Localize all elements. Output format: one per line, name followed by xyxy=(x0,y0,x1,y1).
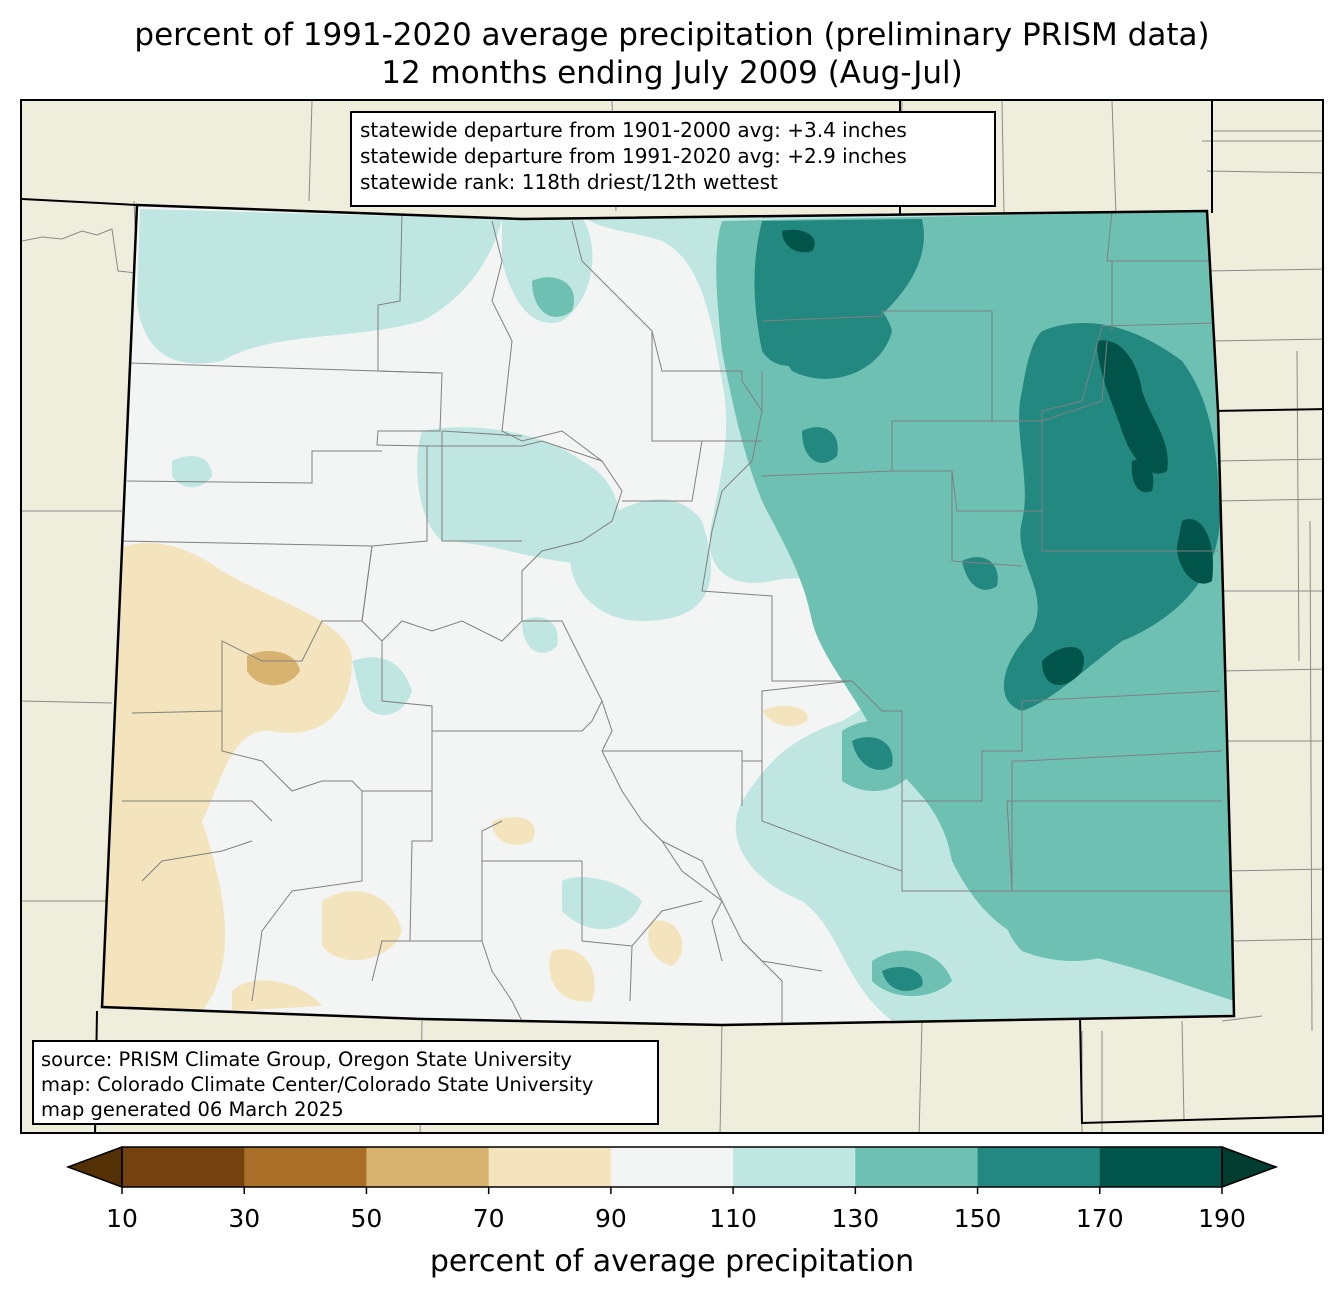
colorbar-segment xyxy=(733,1147,856,1187)
stats-rank: statewide rank: 118th driest/12th wettes… xyxy=(360,170,778,194)
colorbar-tick-label: 190 xyxy=(1198,1204,1246,1233)
colorbar-outline xyxy=(121,1146,1223,1188)
colorbar-segment xyxy=(977,1147,1101,1187)
colorbar-segment xyxy=(488,1147,612,1187)
county-lines xyxy=(121,210,1232,1023)
colorbar-label: percent of average precipitation xyxy=(429,1244,915,1279)
colorbar-tick-label: 50 xyxy=(350,1204,383,1233)
precipitation-contours xyxy=(102,209,1234,1021)
generated-date-line: map generated 06 March 2025 xyxy=(41,1098,344,1121)
precipitation-map xyxy=(22,101,1322,1132)
colorbar-tick-label: 110 xyxy=(709,1204,757,1233)
colorbar-tick-label: 130 xyxy=(831,1204,880,1233)
colorbar-tick-label: 170 xyxy=(1075,1204,1124,1233)
map-subtitle: 12 months ending July 2009 (Aug-Jul) xyxy=(381,55,963,91)
colorado-state xyxy=(100,203,1236,1027)
source-box: source: PRISM Climate Group, Oregon Stat… xyxy=(32,1040,659,1125)
colorbar-tick-label: 70 xyxy=(472,1204,505,1233)
map-credit-line: map: Colorado Climate Center/Colorado St… xyxy=(41,1073,594,1096)
colorbar-segment xyxy=(244,1147,367,1187)
statewide-stats-box: statewide departure from 1901-2000 avg: … xyxy=(350,111,996,207)
colorbar-over-arrow xyxy=(1221,1145,1279,1189)
colorbar-segment xyxy=(366,1147,490,1187)
source-line: source: PRISM Climate Group, Oregon Stat… xyxy=(41,1048,572,1071)
colorbar-tick-label: 30 xyxy=(228,1204,261,1233)
stats-departure-1901-2000: statewide departure from 1901-2000 avg: … xyxy=(360,118,907,142)
colorbar-under-arrow xyxy=(65,1145,123,1189)
colorbar-segment xyxy=(610,1147,734,1187)
colorbar-tick-label: 90 xyxy=(594,1204,627,1233)
stats-departure-1991-2020: statewide departure from 1991-2020 avg: … xyxy=(360,144,907,168)
colorbar-segment xyxy=(122,1147,245,1187)
map-panel xyxy=(20,99,1324,1134)
colorado-border xyxy=(100,203,1236,1027)
colorbar-tick-label: 10 xyxy=(106,1204,138,1233)
colorbar xyxy=(65,1145,1279,1194)
map-title: percent of 1991-2020 average precipitati… xyxy=(134,17,1210,53)
colorbar-segment xyxy=(1099,1147,1223,1187)
colorbar-segment xyxy=(855,1147,979,1187)
colorbar-tick-label: 150 xyxy=(953,1204,1002,1233)
